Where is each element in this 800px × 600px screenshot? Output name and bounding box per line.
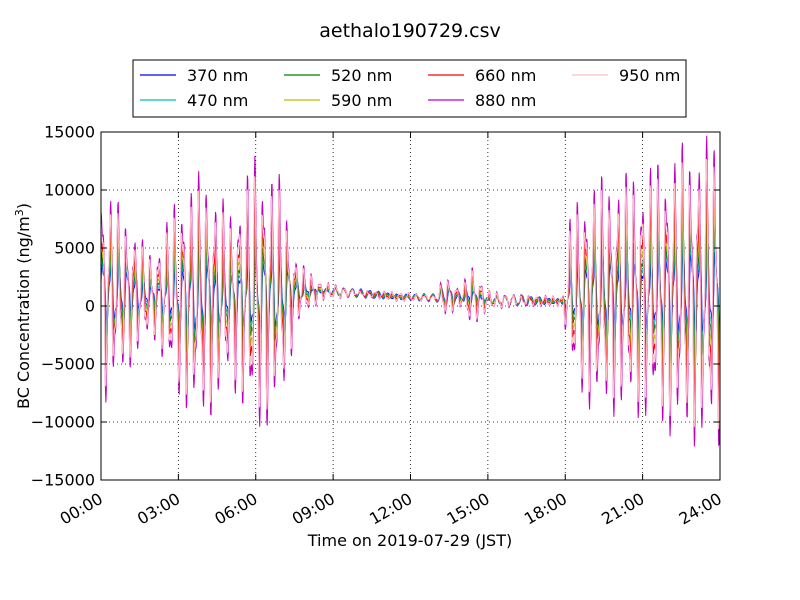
series-line-950-nm [101,159,720,430]
y-tick-label: −5000 [41,355,95,374]
chart-title: aethalo190729.csv [319,20,501,42]
legend-label: 370 nm [187,66,248,85]
y-axis-label-main: BC Concentration (ng/m [14,216,33,409]
legend: 370 nm 470 nm 520 nm 590 nm 660 nm 880 nm 950 … [132,59,687,118]
legend-box [132,59,687,118]
x-tick-label: 12:00 [366,489,415,529]
y-tick-label: −15000 [31,471,95,490]
tick-marks [100,131,721,481]
x-tick-label: 24:00 [676,489,725,529]
x-tick-label: 06:00 [211,489,260,529]
x-axis-label: Time on 2019-07-29 (JST) [307,531,512,550]
legend-label: 470 nm [187,91,248,110]
y-axis-label: BC Concentration (ng/m3) [13,203,33,409]
legend-label: 590 nm [331,91,392,110]
y-tick-label: 5000 [54,239,95,258]
y-axis-label-sup: 3 [13,209,26,216]
legend-label: 660 nm [475,66,536,85]
legend-label: 880 nm [475,91,536,110]
y-tick-label: 0 [85,297,95,316]
x-tick-label: 00:00 [57,489,106,529]
x-tick-label: 03:00 [134,489,183,529]
x-tick-label: 18:00 [521,489,570,529]
x-tick-label: 09:00 [289,489,338,529]
x-tick-label: 21:00 [598,489,647,529]
legend-label: 950 nm [619,66,680,85]
legend-label: 520 nm [331,66,392,85]
y-tick-labels: −15000 −10000 −5000 0 5000 10000 15000 [31,123,95,490]
y-tick-label: 15000 [44,123,95,142]
x-tick-label: 15:00 [443,489,492,529]
y-tick-label: −10000 [31,413,95,432]
x-tick-labels: 00:00 03:00 06:00 09:00 12:00 15:00 18:00 21:00… [57,489,725,529]
y-tick-label: 10000 [44,181,95,200]
y-axis-label-close: ) [14,203,33,209]
series-lines [101,135,720,447]
